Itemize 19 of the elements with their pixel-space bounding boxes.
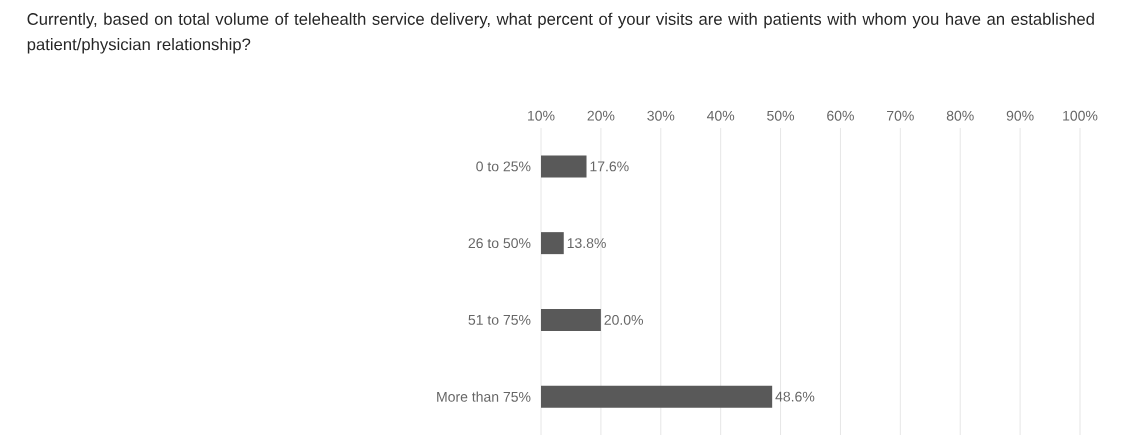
data-label: 13.8%: [567, 238, 606, 249]
chart-title: Currently, based on total volume of telehealth service delivery, what percent of your visits are with patients with whom you have an established patient/physician relationship?: [27, 12, 1094, 54]
y-tick-label: 0 to 25%: [476, 161, 531, 172]
x-tick-label: 20%: [587, 110, 615, 121]
x-tick-label: 60%: [827, 110, 854, 121]
x-tick-label: 80%: [946, 110, 974, 121]
y-tick-label: 51 to 75%: [468, 314, 531, 325]
x-tick-label: 30%: [647, 110, 675, 121]
x-tick-label: 10%: [528, 110, 555, 121]
data-label: 17.6%: [590, 161, 629, 172]
x-tick-label: 100%: [1063, 110, 1098, 121]
x-tick-label: 40%: [706, 110, 735, 121]
y-tick-label: 26 to 50%: [468, 238, 531, 249]
x-tick-label: 50%: [767, 110, 795, 121]
x-tick-label: 90%: [1006, 110, 1034, 121]
data-label: 20.0%: [604, 314, 644, 325]
y-tick-label: More than 75%: [437, 391, 531, 402]
x-tick-label: 70%: [887, 110, 914, 121]
data-label: 48.6%: [775, 391, 815, 402]
